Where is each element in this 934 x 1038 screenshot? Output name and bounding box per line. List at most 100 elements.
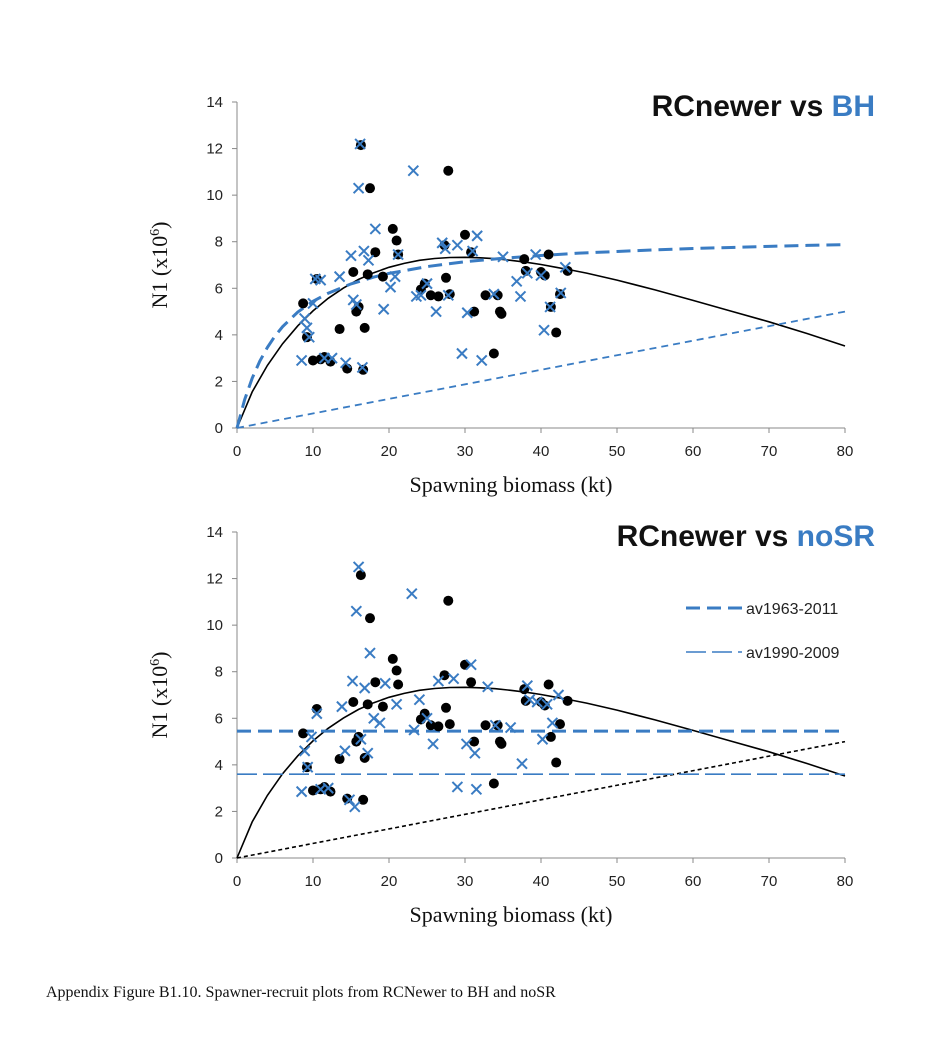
top-dot-point: [496, 308, 507, 319]
top-cross-point: [314, 274, 327, 286]
cross-stroke: [311, 707, 323, 720]
top-cross-point: [430, 305, 442, 318]
cross-stroke: [510, 275, 523, 288]
y-tick-label: 14: [206, 94, 223, 111]
cross-stroke: [350, 605, 363, 617]
cross-stroke: [358, 245, 370, 257]
top-dot-point: [391, 235, 402, 246]
bottom-cross-point: [343, 794, 356, 806]
chart-legend: av1963-2011 av1990-2009: [686, 601, 840, 662]
bottom-dot-point: [545, 731, 556, 742]
cross-stroke: [356, 361, 369, 374]
top-cross-point: [369, 223, 382, 235]
cross-stroke: [514, 290, 527, 303]
top-cross-point: [514, 290, 527, 303]
top-cross-point: [333, 270, 346, 283]
cross-stroke: [333, 270, 346, 283]
top-dot-point: [419, 278, 430, 289]
bottom-dot-point: [562, 695, 573, 706]
cross-stroke: [546, 717, 559, 729]
cross-stroke: [470, 783, 483, 796]
bottom-dot-point: [358, 794, 369, 805]
y-axis-label-close: ): [147, 651, 172, 658]
cross-stroke: [390, 698, 403, 711]
chart-bottom: 0 2 4 6 8 10 12 14 0 10 20 30 40 50 60 70 80 Spawning bio…: [0, 512, 934, 952]
y-axis-label: N1 (x106): [147, 221, 172, 308]
bottom-cross-point: [470, 783, 483, 796]
y-tick-label: 12: [206, 571, 223, 588]
cross-stroke: [352, 561, 365, 573]
bottom-cross-point: [311, 707, 323, 720]
cross-stroke: [439, 242, 451, 255]
bottom-dot-point: [492, 720, 503, 731]
bottom-cross-point: [295, 785, 308, 798]
chart-title: RCnewer vs BH: [652, 90, 875, 123]
y-axis-label-close: ): [147, 221, 172, 228]
y-axis-label-base: N1 (x10: [147, 236, 172, 309]
x-tick-label: 50: [609, 443, 626, 460]
bottom-cross-point: [339, 745, 351, 757]
bottom-cross-point: [421, 712, 433, 724]
top-cross-point: [421, 277, 433, 290]
chart-title: RCnewer vs noSR: [617, 520, 876, 553]
cross-stroke: [489, 719, 502, 731]
x-tick-label: 10: [305, 443, 322, 460]
cross-stroke: [305, 731, 318, 743]
cross-stroke: [379, 677, 391, 690]
cross-stroke: [531, 696, 543, 708]
bottom-dot-point: [393, 679, 404, 690]
cross-stroke: [421, 712, 433, 724]
bottom-cross-point: [541, 698, 553, 711]
cross-stroke: [346, 675, 359, 687]
bottom-cross-point: [469, 747, 481, 759]
bottom-cross-point: [482, 681, 494, 693]
legend-label: av1963-2011: [746, 601, 838, 618]
cross-stroke: [389, 270, 401, 283]
y-axis-label: N1 (x106): [147, 651, 172, 738]
bottom-dot-point: [359, 752, 370, 763]
top-dot-point: [359, 322, 370, 333]
cross-stroke: [362, 254, 375, 267]
x-axis-label: Spawning biomass (kt): [410, 902, 613, 927]
chart-title-part1: RCnewer vs: [617, 520, 797, 553]
cross-stroke: [314, 783, 327, 796]
bottom-dot-point: [444, 719, 455, 730]
cross-stroke: [456, 347, 468, 360]
cross-stroke: [559, 261, 572, 274]
top-cross-point: [352, 182, 365, 194]
x-tick-label: 30: [457, 873, 474, 890]
cross-stroke: [343, 794, 356, 806]
cross-stroke: [298, 312, 311, 325]
cross-stroke: [447, 672, 460, 685]
top-cross-point: [415, 289, 427, 301]
top-cross-point: [345, 249, 357, 262]
x-tick-label: 30: [457, 443, 474, 460]
cross-stroke: [295, 785, 308, 798]
chart-title-part1: RCnewer vs: [652, 90, 832, 123]
bottom-dot-point: [543, 679, 554, 690]
bottom-cross-point: [521, 679, 534, 692]
bottom-cross-point: [465, 659, 477, 671]
cross-stroke: [355, 733, 367, 745]
y-tick-label: 10: [206, 187, 223, 204]
top-dot-point: [519, 254, 530, 265]
bottom-dot-point: [469, 736, 480, 747]
x-tick-label: 80: [837, 873, 854, 890]
bottom-dot-point: [466, 677, 477, 688]
top-dot-point: [365, 183, 375, 194]
top-cross-point: [384, 281, 397, 293]
top-cross-point: [436, 237, 448, 249]
cross-stroke: [349, 801, 361, 813]
bottom-cross-point: [531, 696, 543, 708]
top-cross-point: [471, 230, 483, 242]
x-tick-label: 40: [533, 443, 550, 460]
bottom-cross-point: [362, 747, 374, 759]
x-tick-label: 50: [609, 873, 626, 890]
bottom-cross-point: [432, 675, 445, 687]
cross-stroke: [461, 307, 473, 319]
bottom-cross-point: [301, 761, 314, 773]
cross-stroke: [322, 782, 334, 794]
top-cross-point: [442, 289, 454, 301]
y-tick-label: 8: [215, 664, 223, 681]
bottom-dot-point: [391, 665, 402, 676]
